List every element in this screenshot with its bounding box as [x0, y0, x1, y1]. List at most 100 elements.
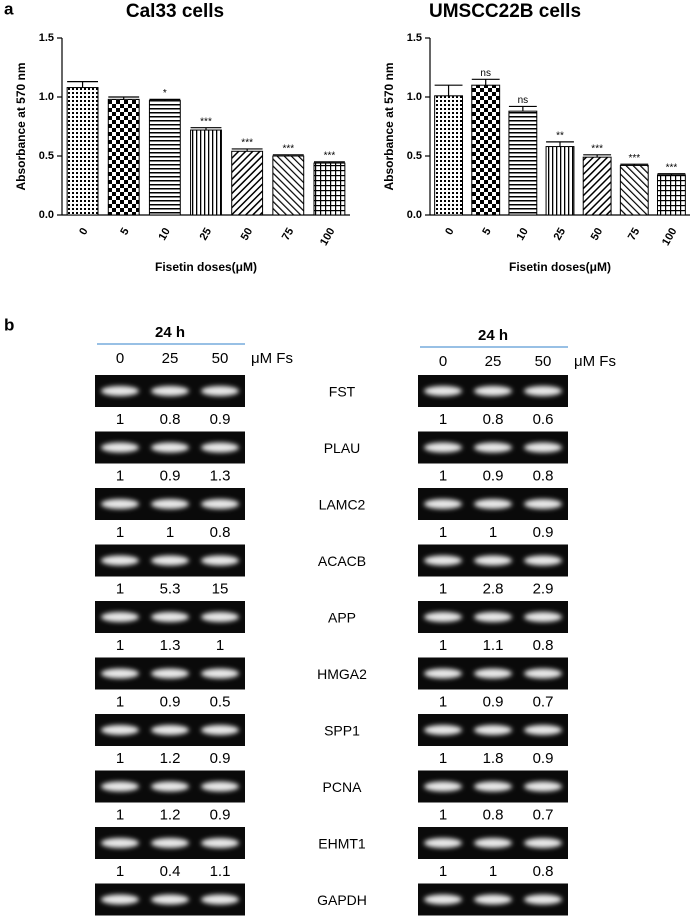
gene-label: HMGA2 — [317, 666, 367, 682]
x-tick-label: 0 — [443, 226, 456, 237]
band-quantification: 15 — [212, 580, 229, 597]
band-quantification: 1 — [116, 524, 124, 541]
lane-label: 50 — [212, 350, 229, 367]
gel-band — [474, 386, 512, 396]
band-quantification: 0.9 — [210, 750, 231, 767]
bar — [272, 155, 305, 216]
y-axis-label: Absorbance at 570 nm — [382, 62, 396, 190]
gel-band — [151, 894, 189, 905]
x-axis-label: Fisetin doses(μM) — [509, 260, 611, 274]
panel-label: a — [4, 0, 14, 18]
gel-band — [151, 386, 189, 396]
band-quantification: 0.9 — [210, 411, 231, 428]
gel-band — [101, 499, 139, 509]
gel-band — [101, 612, 139, 622]
band-quantification: 0.9 — [533, 524, 554, 541]
x-tick-label: 5 — [480, 226, 493, 237]
gel-band — [151, 612, 189, 622]
x-tick-label: 75 — [626, 226, 643, 243]
bar — [471, 84, 501, 216]
band-quantification: 1 — [439, 750, 447, 767]
gene-label: GAPDH — [317, 892, 367, 908]
y-tick-label: 1.0 — [407, 91, 422, 103]
gel-band — [201, 838, 239, 848]
unit-label: μM Fs — [574, 353, 616, 370]
lane-label: 25 — [162, 350, 179, 367]
gene-label: APP — [328, 610, 356, 626]
gel-band — [474, 894, 512, 905]
x-tick-label: 75 — [280, 226, 297, 243]
gel-band — [201, 555, 239, 566]
gel-band — [101, 781, 139, 792]
band-quantification: 1 — [439, 693, 447, 710]
band-quantification: 1.3 — [160, 637, 181, 654]
band-quantification: 0.8 — [483, 806, 504, 823]
bar — [107, 98, 140, 216]
band-quantification: 1 — [166, 524, 174, 541]
band-quantification: 1 — [439, 637, 447, 654]
bar — [434, 95, 463, 216]
gene-label: ACACB — [318, 553, 366, 569]
band-quantification: 0.8 — [533, 863, 554, 880]
band-quantification: 5.3 — [160, 580, 181, 597]
gel-band — [201, 668, 239, 679]
band-quantification: 0.9 — [483, 693, 504, 710]
band-quantification: 1 — [439, 411, 447, 428]
gel-band — [201, 725, 239, 735]
gene-label: PCNA — [323, 779, 363, 795]
band-quantification: 1 — [489, 863, 497, 880]
gel-band — [201, 781, 239, 792]
gel-band — [151, 781, 189, 792]
y-tick-label: 0.5 — [39, 150, 54, 162]
gel-band — [524, 894, 562, 905]
band-quantification: 0.9 — [160, 693, 181, 710]
band-quantification: 1 — [116, 806, 124, 823]
gel-band — [201, 442, 239, 453]
gene-label: FST — [329, 384, 356, 400]
gel-band — [424, 612, 462, 622]
band-quantification: 1 — [439, 467, 447, 484]
band-quantification: 0.8 — [483, 411, 504, 428]
band-quantification: 0.6 — [533, 411, 554, 428]
gel-band — [101, 386, 139, 396]
gene-label: LAMC2 — [319, 497, 366, 513]
gene-label: SPP1 — [324, 723, 360, 739]
significance-label: ns — [518, 95, 529, 106]
gel-band — [424, 668, 462, 679]
bar — [190, 129, 222, 216]
x-tick-label: 50 — [239, 226, 256, 243]
band-quantification: 2.8 — [483, 580, 504, 597]
y-tick-label: 1.5 — [39, 32, 54, 44]
gel-band — [524, 725, 562, 735]
gel-band — [524, 781, 562, 792]
x-tick-label: 10 — [514, 226, 531, 243]
band-quantification: 0.5 — [210, 693, 231, 710]
band-quantification: 1 — [116, 411, 124, 428]
gel-band — [474, 668, 512, 679]
band-quantification: 0.8 — [160, 411, 181, 428]
bar — [231, 150, 264, 216]
chart-title: UMSCC22B cells — [429, 1, 581, 22]
band-quantification: 0.9 — [160, 467, 181, 484]
x-tick-label: 5 — [118, 226, 131, 237]
gel-band — [474, 781, 512, 792]
panel-label: b — [4, 315, 14, 334]
band-quantification: 1 — [489, 524, 497, 541]
gel-band — [201, 612, 239, 622]
bar — [657, 174, 686, 216]
gel-band — [524, 555, 562, 566]
band-quantification: 1 — [439, 806, 447, 823]
band-quantification: 0.8 — [533, 637, 554, 654]
band-quantification: 1 — [116, 750, 124, 767]
band-quantification: 2.9 — [533, 580, 554, 597]
band-quantification: 1.2 — [160, 750, 181, 767]
significance-label: ** — [556, 130, 564, 141]
gel-band — [151, 442, 189, 453]
gel-band — [201, 499, 239, 509]
lane-label: 50 — [535, 353, 552, 370]
band-quantification: 0.9 — [483, 467, 504, 484]
y-tick-label: 0.0 — [407, 209, 422, 221]
gel-band — [151, 725, 189, 735]
bar — [66, 87, 99, 216]
